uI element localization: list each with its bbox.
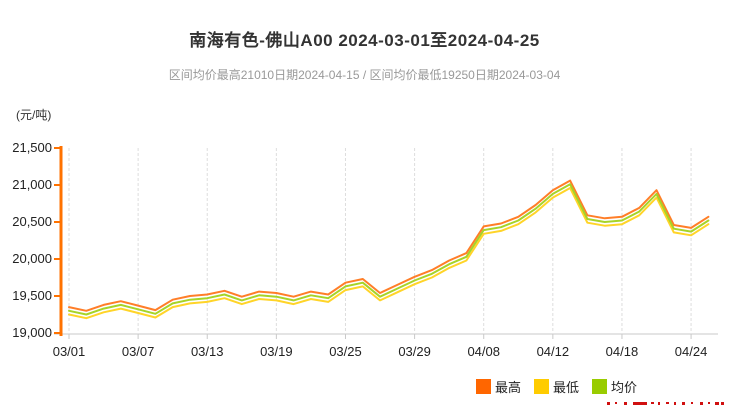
legend-item-low: 最低 (534, 377, 579, 396)
chart-title: 南海有色-佛山A00 2024-03-01至2024-04-25 (189, 31, 540, 50)
y-tick-label: 19,000 (12, 325, 52, 340)
x-tick-label: 03/13 (191, 344, 224, 359)
legend-item-avg: 均价 (592, 377, 637, 396)
y-axis-unit-label: (元/吨) (16, 108, 52, 122)
legend-swatch-high (476, 379, 491, 394)
x-tick-label: 03/01 (53, 344, 86, 359)
x-tick-label: 03/29 (398, 344, 431, 359)
legend-swatch-avg (592, 379, 608, 394)
y-axis-tick (54, 221, 61, 223)
legend-label-low: 最低 (553, 380, 580, 395)
series-line-high (68, 179, 710, 312)
y-axis-line (59, 146, 63, 336)
y-axis-tick (54, 295, 61, 297)
y-tick-label: 21,500 (12, 140, 52, 155)
y-tick-label: 21,000 (12, 177, 52, 192)
chart-subtitle: 区间均价最高21010日期2024-04-15 / 区间均价最低19250日期2… (168, 68, 561, 82)
y-axis-tick (54, 258, 61, 260)
legend-label-high: 最高 (495, 380, 522, 395)
x-tick-label: 03/19 (260, 344, 293, 359)
y-tick-label: 20,500 (12, 214, 52, 229)
y-tick-label: 20,000 (12, 251, 52, 266)
series-line-avg (68, 183, 710, 316)
x-tick-label: 03/07 (122, 344, 155, 359)
legend-swatch-low (534, 379, 550, 394)
series-line-low (68, 187, 710, 320)
legend-label-avg: 均价 (611, 380, 638, 395)
x-tick-label: 04/08 (467, 344, 500, 359)
legend: 最高 最低 均价 (476, 377, 637, 396)
legend-item-high: 最高 (476, 377, 521, 396)
x-tick-label: 04/12 (537, 344, 570, 359)
y-axis-tick (54, 332, 61, 334)
x-tick-label: 04/24 (675, 344, 708, 359)
y-axis-tick (54, 147, 61, 149)
y-tick-label: 19,500 (12, 288, 52, 303)
x-tick-label: 03/25 (329, 344, 362, 359)
y-axis-tick (54, 184, 61, 186)
x-tick-label: 04/18 (606, 344, 639, 359)
